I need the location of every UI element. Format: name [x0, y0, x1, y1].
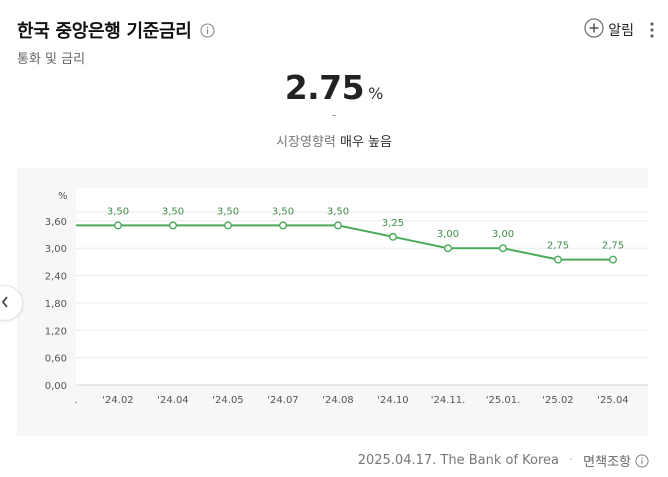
more-options-icon[interactable]: [648, 20, 656, 40]
x-tick-label: '24.07: [267, 395, 298, 406]
rate-value: 2.75: [284, 68, 365, 107]
title-row: 한국 중앙은행 기준금리: [17, 14, 656, 46]
data-label: 3,50: [272, 206, 294, 217]
data-point: [168, 221, 177, 230]
plus-circle-icon: [584, 18, 604, 42]
current-rate: 2.75%: [0, 68, 668, 107]
y-tick-label: 2,40: [45, 272, 67, 283]
rate-change: -: [331, 108, 337, 122]
data-point: [444, 244, 453, 253]
x-tick-label: '24.05: [212, 395, 243, 406]
data-label: 3,50: [107, 206, 129, 217]
info-icon[interactable]: [199, 22, 215, 38]
data-point: [334, 221, 343, 230]
plot-area: [76, 188, 648, 385]
data-label: 3,50: [327, 206, 349, 217]
data-point: [113, 221, 122, 230]
data-point: [609, 255, 618, 264]
y-unit-label: %: [58, 191, 68, 202]
data-point: [499, 244, 508, 253]
page-title: 한국 중앙은행 기준금리: [17, 21, 192, 42]
separator: ·: [569, 453, 574, 468]
y-tick-label: 1,20: [45, 326, 67, 337]
impact-value: 매우 높음: [339, 135, 392, 150]
info-icon: [635, 453, 649, 468]
alarm-label: 알림: [608, 23, 634, 39]
rate-chart: % 3,60 3,00 2,40 1,80 1,20 0,60 0,00. '24.02 '24.…: [17, 168, 648, 436]
y-tick-label: 1,80: [45, 299, 67, 310]
chevron-left-icon: [0, 294, 10, 313]
y-tick-label: 0,60: [45, 354, 67, 365]
line-chart-svg: % 3,60 3,00 2,40 1,80 1,20 0,60 0,00. '24.02 '24.…: [45, 188, 648, 406]
alarm-button[interactable]: 알림: [584, 17, 634, 43]
data-label: 3,25: [382, 218, 404, 229]
source-text: 2025.04.17. The Bank of Korea: [357, 453, 560, 468]
data-point: [223, 221, 232, 230]
data-point: [389, 232, 398, 241]
data-label: 2,75: [547, 241, 569, 252]
x-tick-label: '25.01.: [486, 395, 521, 406]
x-tick-label: '24.02: [102, 395, 133, 406]
category-subtitle: 통화 및 금리: [17, 52, 86, 67]
x-tick-label: .: [74, 395, 77, 406]
disclaimer-label: 면책조항: [583, 455, 631, 470]
impact-label: 시장영향력: [276, 135, 336, 150]
rate-unit: %: [368, 84, 384, 103]
data-point: [279, 221, 288, 230]
data-label: 3,50: [217, 206, 239, 217]
y-tick-label: 0,00: [45, 381, 67, 392]
data-label: 3,50: [162, 206, 184, 217]
data-label: 3,00: [437, 229, 459, 240]
y-tick-label: 3,60: [45, 217, 67, 228]
x-tick-label: '24.11.: [431, 395, 466, 406]
disclaimer-link[interactable]: 면책조항: [583, 451, 649, 470]
data-point: [554, 255, 563, 264]
market-impact: 시장영향력 매우 높음: [0, 131, 668, 150]
x-tick-label: '25.04: [597, 395, 628, 406]
x-tick-label: '25.02: [542, 395, 573, 406]
y-tick-label: 3,00: [45, 244, 67, 255]
card-header: 한국 중앙은행 기준금리 통화 및 금리 알림: [17, 14, 656, 70]
x-tick-label: '24.08: [322, 395, 353, 406]
footer: 2025.04.17. The Bank of Korea · 면책조항: [358, 451, 649, 470]
x-tick-label: '24.04: [157, 395, 188, 406]
data-label: 2,75: [602, 241, 624, 252]
x-tick-label: '24.10: [377, 395, 408, 406]
data-label: 3,00: [492, 229, 514, 240]
